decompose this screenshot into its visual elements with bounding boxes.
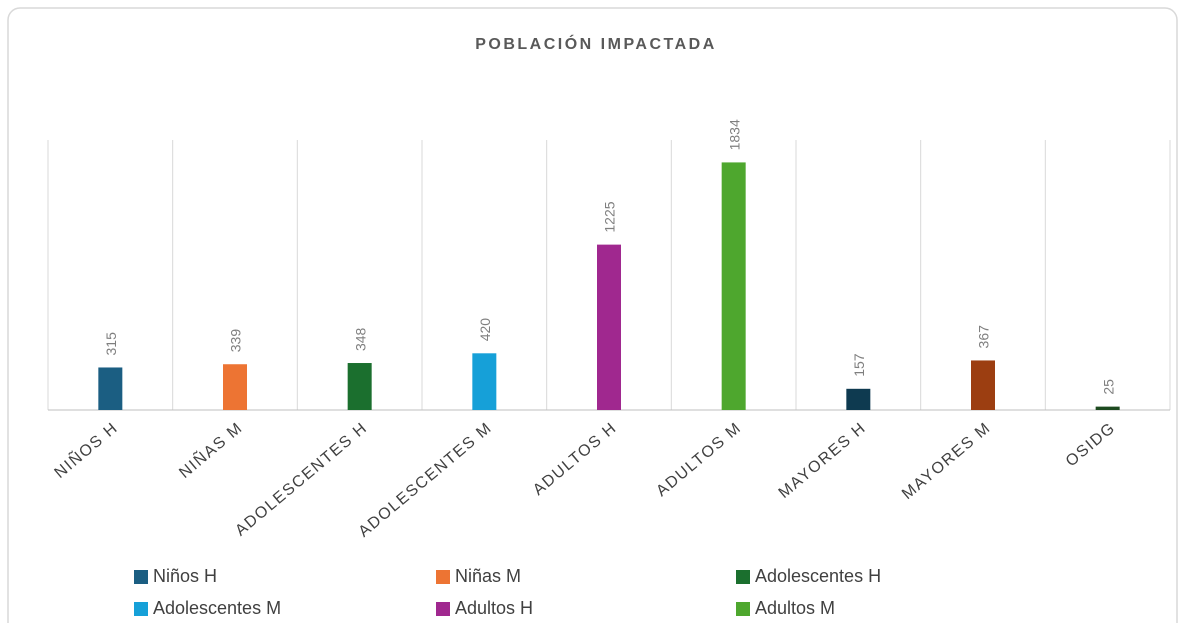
chart-frame bbox=[7, 7, 1178, 623]
legend-label: Niños H bbox=[153, 566, 217, 586]
bar bbox=[597, 244, 621, 410]
legend-label: Adolescentes H bbox=[755, 566, 881, 586]
bar bbox=[472, 353, 497, 410]
bar bbox=[98, 367, 123, 410]
legend-swatch bbox=[736, 602, 750, 616]
legend-swatch bbox=[436, 570, 450, 584]
data-label: 339 bbox=[228, 329, 244, 353]
legend-swatch bbox=[134, 570, 148, 584]
data-label: 367 bbox=[976, 325, 992, 349]
chart-title: POBLACIÓN IMPACTADA bbox=[475, 34, 717, 53]
data-label: 1225 bbox=[602, 201, 618, 232]
legend-swatch bbox=[436, 602, 450, 616]
bar bbox=[223, 364, 247, 410]
data-label: 315 bbox=[103, 332, 119, 356]
legend-swatch bbox=[134, 602, 148, 616]
legend-label: Adultos H bbox=[455, 598, 533, 618]
bar bbox=[971, 360, 995, 410]
bar bbox=[846, 388, 871, 410]
data-label: 157 bbox=[851, 353, 867, 377]
legend-label: Adultos M bbox=[755, 598, 835, 618]
bar bbox=[347, 363, 372, 410]
bar bbox=[721, 162, 746, 410]
data-label: 420 bbox=[477, 318, 493, 342]
legend-swatch bbox=[736, 570, 750, 584]
legend-label: Adolescentes M bbox=[153, 598, 281, 618]
data-label: 25 bbox=[1100, 379, 1116, 395]
data-label: 1834 bbox=[726, 119, 742, 150]
data-label: 348 bbox=[352, 327, 368, 351]
legend-label: Niñas M bbox=[455, 566, 521, 586]
bar bbox=[1095, 406, 1120, 410]
